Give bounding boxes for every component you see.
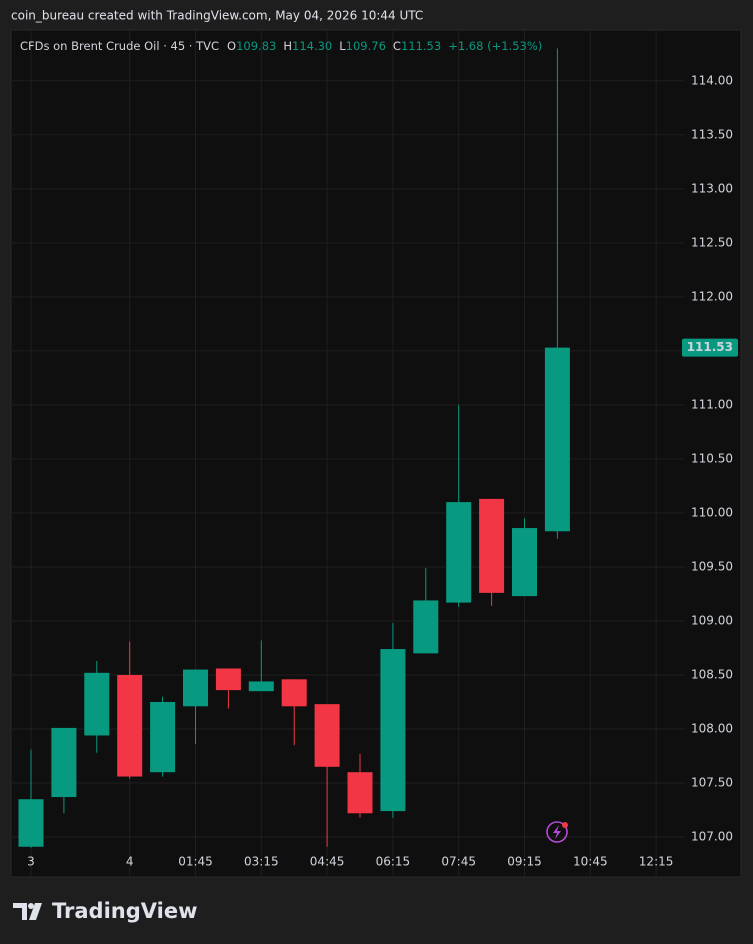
plot [18,48,570,848]
icon-ring [546,821,568,843]
y-tick-label: 107.00 [691,830,733,844]
candle-body [314,704,340,767]
candle-body [183,669,208,707]
logo-mark [29,903,42,920]
y-tick-label: 112.50 [691,235,733,249]
legend-value: 109.83 [236,39,276,53]
candle-body [347,772,373,814]
x-tick-label: 03:15 [244,855,279,869]
legend: CFDs on Brent Crude Oil · 45 · TVC O109.8… [20,39,542,53]
legend-value: 109.76 [346,39,386,53]
legend-title: CFDs on Brent Crude Oil · 45 · TVC [20,39,219,53]
brand: TradingView [52,899,197,923]
legend-key: O [227,39,236,53]
candle-body [512,528,537,597]
legend-value: 114.30 [292,39,332,53]
legend-key: H [283,39,292,53]
y-tick-label: 111.00 [691,397,733,411]
legend-value: 111.53 [401,39,441,53]
candle-body [18,799,44,847]
x-tick-label: 3 [27,855,35,869]
y-tick-label: 109.50 [691,559,733,573]
header: coin_bureau created with TradingView.com… [11,9,423,23]
y-tick-label: 113.00 [691,181,733,195]
x-tick-label: 10:45 [573,855,608,869]
y-tick-label: 108.00 [691,721,733,735]
legend-key: C [393,39,401,53]
y-tick-label: 110.50 [691,451,733,465]
candle-body [544,347,570,532]
icon-bolt [553,825,561,839]
candle-body [150,701,176,773]
y-tick-label: 113.50 [691,127,733,141]
y-tick-label: 114.00 [691,73,733,87]
candle-body [281,679,307,707]
logo: TradingView [13,899,197,923]
last-price-box [682,338,738,357]
candle-body [84,672,110,736]
y-tick-label: 108.50 [691,667,733,681]
logo-mark [13,903,27,920]
icon-dot [562,822,568,828]
alert-icon [546,821,568,843]
candle-body [413,600,439,654]
y-tick-label: 110.00 [691,505,733,519]
x-tick-label: 06:15 [376,855,411,869]
y-tick-label: 112.00 [691,289,733,303]
x-tick-label: 04:45 [310,855,345,869]
x-tick-label: 07:45 [441,855,476,869]
y-tick-label: 109.00 [691,613,733,627]
y-tick-label: 107.50 [691,776,733,790]
last-price-label: 111.53 [687,340,733,354]
legend-key: L [339,39,346,53]
candle-body [446,502,472,603]
legend-change: +1.68 (+1.53%) [448,39,542,53]
candle-body [380,649,406,812]
x-tick-label: 09:15 [507,855,542,869]
candle-body [479,498,505,593]
candle-body [215,668,241,691]
x-tick-label: 01:45 [178,855,213,869]
logo-dot [28,903,34,909]
candle-body [117,674,143,777]
candle-body [51,727,77,798]
x-tick-label: 12:15 [639,855,674,869]
x-tick-label: 4 [126,855,134,869]
candle-body [248,681,274,692]
